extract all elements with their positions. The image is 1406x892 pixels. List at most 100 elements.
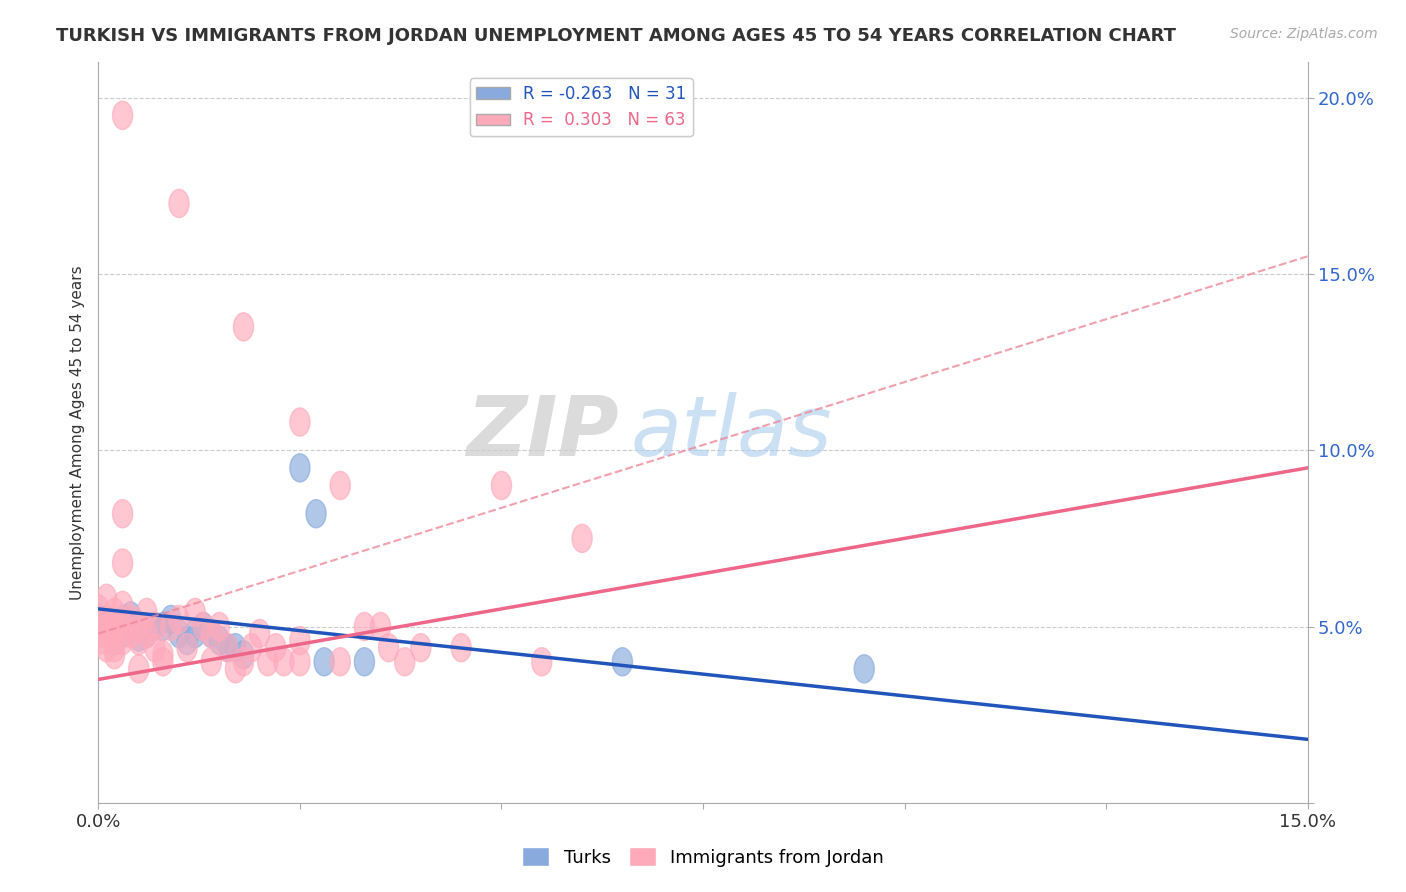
Ellipse shape xyxy=(572,524,592,552)
Ellipse shape xyxy=(112,101,132,129)
Ellipse shape xyxy=(201,619,221,648)
Ellipse shape xyxy=(97,606,117,633)
Ellipse shape xyxy=(145,613,165,640)
Text: ZIP: ZIP xyxy=(465,392,619,473)
Ellipse shape xyxy=(89,606,108,633)
Ellipse shape xyxy=(97,613,117,640)
Ellipse shape xyxy=(169,619,190,648)
Ellipse shape xyxy=(371,613,391,640)
Ellipse shape xyxy=(121,613,141,640)
Ellipse shape xyxy=(104,633,125,662)
Ellipse shape xyxy=(330,471,350,500)
Ellipse shape xyxy=(218,633,238,662)
Ellipse shape xyxy=(89,613,108,640)
Ellipse shape xyxy=(201,619,221,648)
Ellipse shape xyxy=(242,633,262,662)
Ellipse shape xyxy=(201,648,221,676)
Ellipse shape xyxy=(104,626,125,655)
Ellipse shape xyxy=(97,606,117,633)
Ellipse shape xyxy=(104,619,125,648)
Ellipse shape xyxy=(225,633,246,662)
Ellipse shape xyxy=(225,655,246,683)
Ellipse shape xyxy=(112,549,132,577)
Ellipse shape xyxy=(112,626,132,655)
Ellipse shape xyxy=(233,640,253,669)
Ellipse shape xyxy=(89,595,108,623)
Ellipse shape xyxy=(112,500,132,528)
Text: Source: ZipAtlas.com: Source: ZipAtlas.com xyxy=(1230,27,1378,41)
Ellipse shape xyxy=(218,633,238,662)
Ellipse shape xyxy=(209,626,229,655)
Ellipse shape xyxy=(136,619,157,648)
Ellipse shape xyxy=(354,648,374,676)
Legend: Turks, Immigrants from Jordan: Turks, Immigrants from Jordan xyxy=(515,840,891,874)
Ellipse shape xyxy=(378,633,399,662)
Ellipse shape xyxy=(169,606,190,633)
Ellipse shape xyxy=(451,633,471,662)
Ellipse shape xyxy=(129,623,149,651)
Ellipse shape xyxy=(112,591,132,619)
Ellipse shape xyxy=(290,626,311,655)
Ellipse shape xyxy=(395,648,415,676)
Ellipse shape xyxy=(97,633,117,662)
Ellipse shape xyxy=(129,613,149,640)
Ellipse shape xyxy=(153,648,173,676)
Text: atlas: atlas xyxy=(630,392,832,473)
Ellipse shape xyxy=(274,648,294,676)
Ellipse shape xyxy=(89,626,108,655)
Ellipse shape xyxy=(266,633,285,662)
Ellipse shape xyxy=(112,613,132,640)
Ellipse shape xyxy=(121,602,141,630)
Ellipse shape xyxy=(290,454,311,482)
Ellipse shape xyxy=(250,619,270,648)
Ellipse shape xyxy=(145,613,165,640)
Ellipse shape xyxy=(257,648,278,676)
Ellipse shape xyxy=(129,655,149,683)
Ellipse shape xyxy=(97,584,117,613)
Ellipse shape xyxy=(89,619,108,648)
Ellipse shape xyxy=(112,606,132,633)
Ellipse shape xyxy=(314,648,335,676)
Ellipse shape xyxy=(330,648,350,676)
Ellipse shape xyxy=(145,633,165,662)
Ellipse shape xyxy=(186,619,205,648)
Ellipse shape xyxy=(136,619,157,648)
Ellipse shape xyxy=(104,613,125,640)
Ellipse shape xyxy=(290,408,311,436)
Ellipse shape xyxy=(89,606,108,633)
Ellipse shape xyxy=(136,599,157,626)
Ellipse shape xyxy=(233,648,253,676)
Ellipse shape xyxy=(209,613,229,640)
Ellipse shape xyxy=(531,648,551,676)
Ellipse shape xyxy=(104,613,125,640)
Legend: R = -0.263   N = 31, R =  0.303   N = 63: R = -0.263 N = 31, R = 0.303 N = 63 xyxy=(470,78,693,136)
Y-axis label: Unemployment Among Ages 45 to 54 years: Unemployment Among Ages 45 to 54 years xyxy=(69,265,84,600)
Ellipse shape xyxy=(307,500,326,528)
Ellipse shape xyxy=(160,606,181,633)
Ellipse shape xyxy=(613,648,633,676)
Ellipse shape xyxy=(193,613,214,640)
Ellipse shape xyxy=(411,633,432,662)
Ellipse shape xyxy=(104,599,125,626)
Ellipse shape xyxy=(112,619,132,648)
Ellipse shape xyxy=(153,640,173,669)
Ellipse shape xyxy=(153,613,173,640)
Ellipse shape xyxy=(177,626,197,655)
Ellipse shape xyxy=(492,471,512,500)
Ellipse shape xyxy=(129,613,149,640)
Ellipse shape xyxy=(233,313,253,341)
Ellipse shape xyxy=(177,633,197,662)
Ellipse shape xyxy=(855,655,875,683)
Ellipse shape xyxy=(121,606,141,633)
Ellipse shape xyxy=(97,619,117,648)
Ellipse shape xyxy=(97,619,117,648)
Ellipse shape xyxy=(89,613,108,640)
Ellipse shape xyxy=(354,613,374,640)
Text: TURKISH VS IMMIGRANTS FROM JORDAN UNEMPLOYMENT AMONG AGES 45 TO 54 YEARS CORRELA: TURKISH VS IMMIGRANTS FROM JORDAN UNEMPL… xyxy=(56,27,1177,45)
Ellipse shape xyxy=(186,599,205,626)
Ellipse shape xyxy=(129,626,149,655)
Ellipse shape xyxy=(121,619,141,648)
Ellipse shape xyxy=(290,648,311,676)
Ellipse shape xyxy=(193,613,214,640)
Ellipse shape xyxy=(160,613,181,640)
